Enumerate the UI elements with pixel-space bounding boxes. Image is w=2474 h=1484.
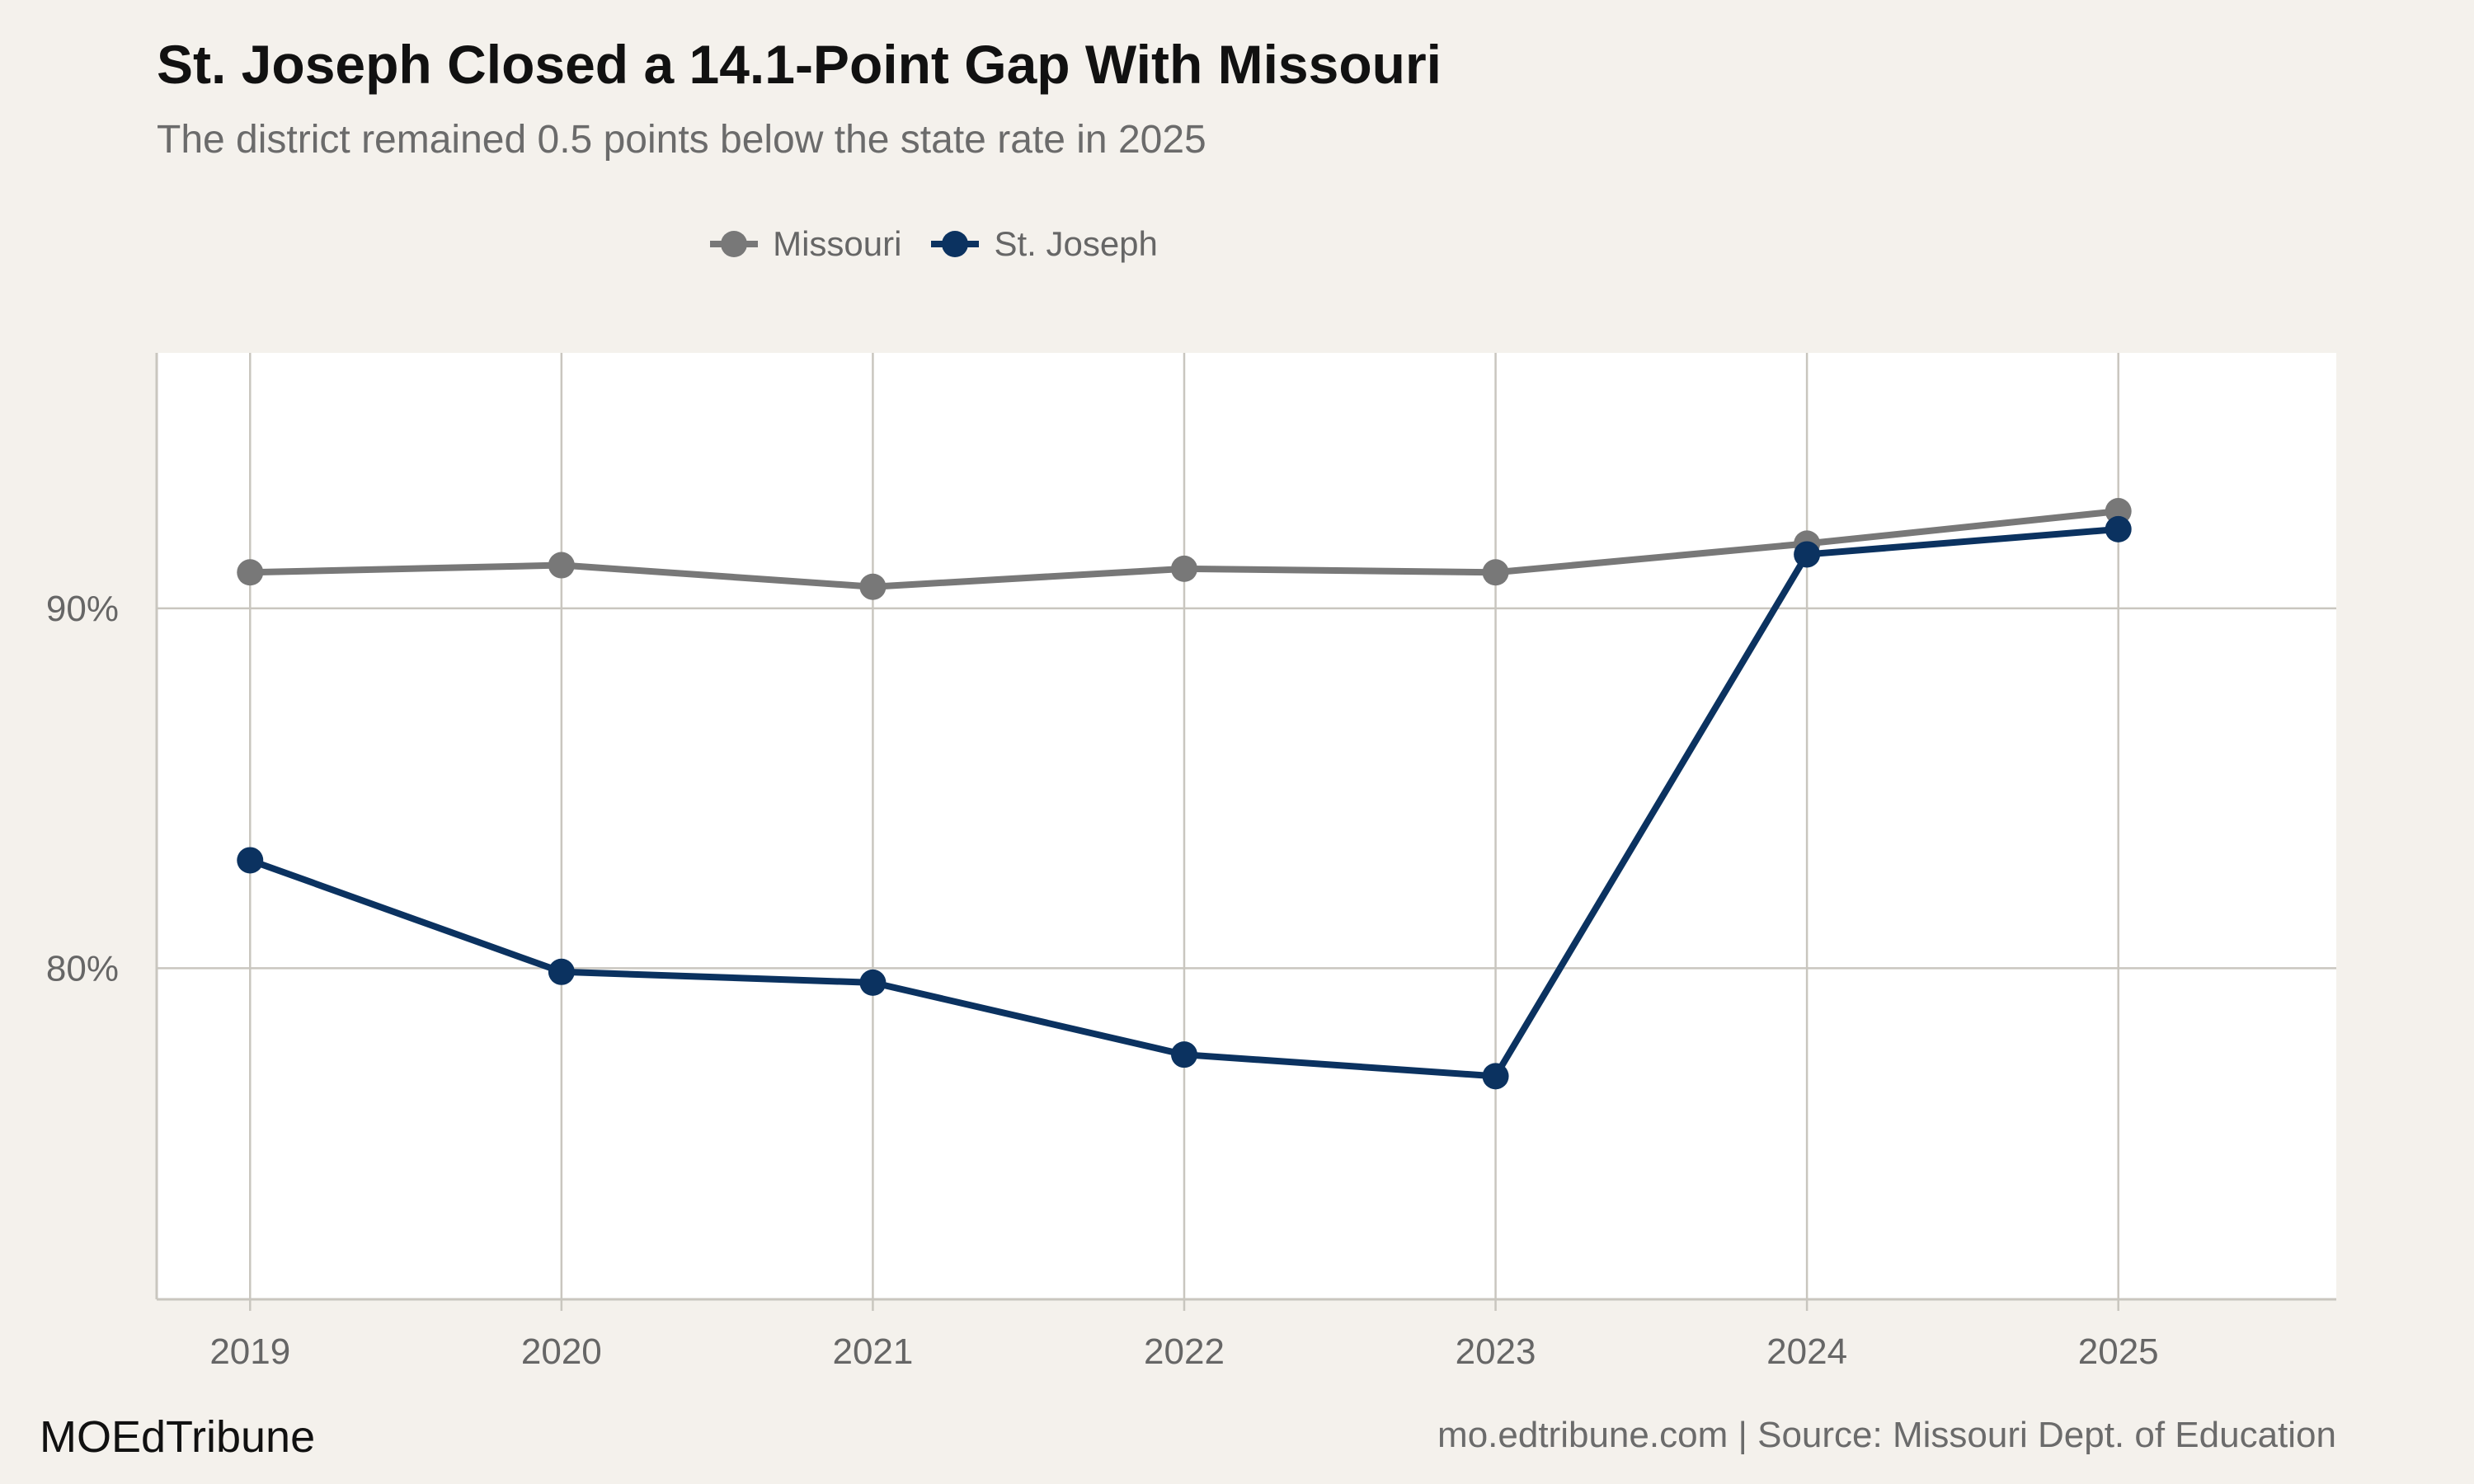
legend: Missouri St. Joseph xyxy=(0,224,1868,264)
x-tick-label: 2022 xyxy=(1144,1331,1225,1372)
data-point-st-joseph xyxy=(1482,1063,1509,1090)
chart-subtitle: The district remained 0.5 points below t… xyxy=(157,118,1206,162)
data-point-missouri xyxy=(859,573,887,600)
data-point-missouri xyxy=(1482,559,1509,586)
brand-logo-text: MOEdTribune xyxy=(40,1412,316,1462)
legend-item-missouri: Missouri xyxy=(710,224,901,264)
data-point-st-joseph xyxy=(2105,515,2132,542)
data-point-st-joseph xyxy=(859,969,887,996)
x-tick-label: 2024 xyxy=(1766,1331,1847,1372)
plot-panel xyxy=(157,353,2336,1299)
data-point-missouri xyxy=(548,552,575,579)
legend-dot-st-joseph xyxy=(942,231,969,257)
chart-title: St. Joseph Closed a 14.1-Point Gap With … xyxy=(157,34,1442,95)
y-tick-label: 80% xyxy=(46,948,119,989)
x-tick-label: 2025 xyxy=(2078,1331,2159,1372)
legend-dot-missouri xyxy=(721,231,748,257)
data-point-missouri xyxy=(1170,555,1197,582)
x-tick-label: 2021 xyxy=(832,1331,913,1372)
source-caption: mo.edtribune.com | Source: Missouri Dept… xyxy=(1437,1415,2336,1455)
legend-label-missouri: Missouri xyxy=(773,224,902,263)
x-tick-label: 2020 xyxy=(521,1331,602,1372)
data-point-st-joseph xyxy=(548,958,575,985)
x-tick-label: 2019 xyxy=(209,1331,290,1372)
y-tick-label: 90% xyxy=(46,589,119,629)
legend-key-missouri xyxy=(710,229,759,259)
data-point-st-joseph xyxy=(1170,1041,1197,1068)
legend-key-st-joseph xyxy=(931,229,980,259)
x-tick-label: 2023 xyxy=(1456,1331,1536,1372)
legend-item-st-joseph: St. Joseph xyxy=(931,224,1158,264)
data-point-st-joseph xyxy=(1794,541,1821,568)
legend-label-st-joseph: St. Joseph xyxy=(994,224,1158,263)
data-point-missouri xyxy=(237,559,264,586)
data-point-st-joseph xyxy=(237,847,264,874)
